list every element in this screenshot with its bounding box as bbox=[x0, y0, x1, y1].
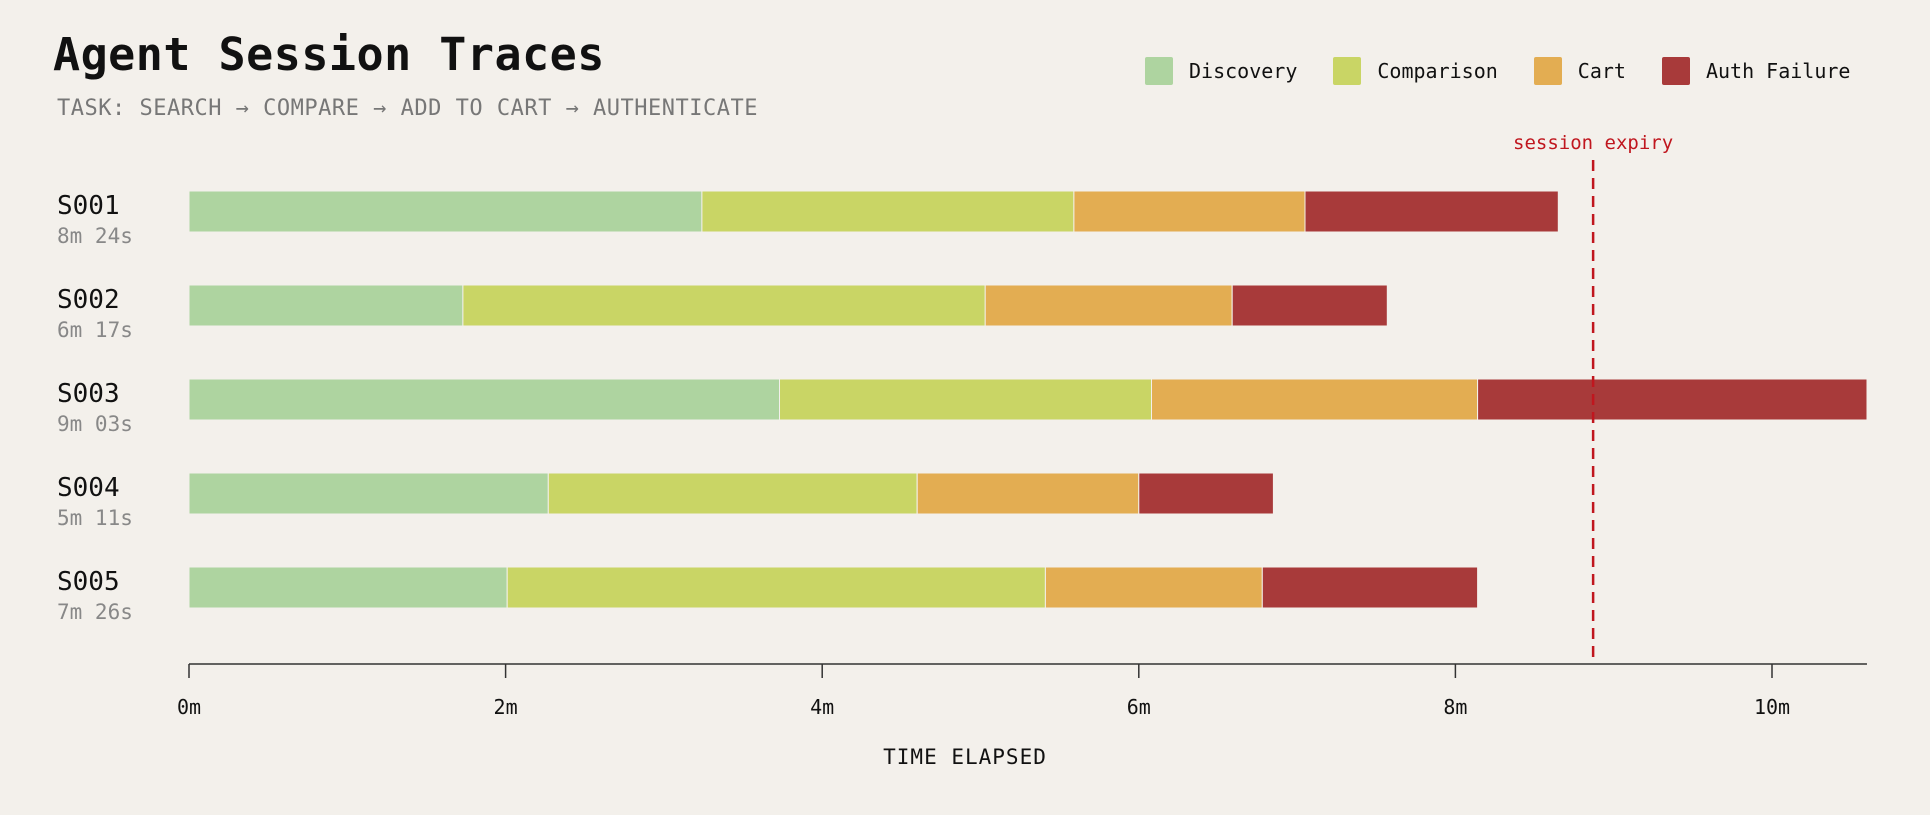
session-id-s001: S001 bbox=[57, 191, 120, 221]
bar-s005-cart bbox=[1044, 566, 1263, 609]
bar-s004-auth-failure bbox=[1138, 472, 1274, 515]
x-tick-label-10m: 10m bbox=[1754, 695, 1790, 719]
session-id-s003: S003 bbox=[57, 379, 120, 409]
legend-item-comparison: Comparison bbox=[1333, 57, 1498, 85]
bar-s001-discovery bbox=[188, 190, 703, 233]
x-tick-label-6m: 6m bbox=[1127, 695, 1151, 719]
bar-s002-comparison bbox=[462, 284, 986, 327]
session-duration-s003: 9m 03s bbox=[57, 412, 133, 436]
legend-item-cart: Cart bbox=[1533, 57, 1626, 85]
session-id-s005: S005 bbox=[57, 567, 120, 597]
bar-s003-discovery bbox=[188, 378, 780, 421]
session-id-s002: S002 bbox=[57, 285, 120, 315]
bar-s005-comparison bbox=[506, 566, 1046, 609]
bar-s001-cart bbox=[1073, 190, 1306, 233]
bar-s002-cart bbox=[984, 284, 1233, 327]
legend-label-cart: Cart bbox=[1577, 59, 1626, 83]
session-id-s004: S004 bbox=[57, 473, 120, 503]
bar-s004-discovery bbox=[188, 472, 549, 515]
bar-s004-comparison bbox=[547, 472, 918, 515]
x-tick-label-8m: 8m bbox=[1443, 695, 1467, 719]
bar-s004-cart bbox=[916, 472, 1140, 515]
legend-item-discovery: Discovery bbox=[1145, 57, 1297, 85]
session-expiry-label: session expiry bbox=[1513, 132, 1673, 154]
session-duration-s002: 6m 17s bbox=[57, 318, 133, 342]
bar-s002-auth-failure bbox=[1231, 284, 1388, 327]
legend-swatch-discovery bbox=[1145, 57, 1173, 85]
bar-s005-auth-failure bbox=[1261, 566, 1479, 609]
session-duration-s001: 8m 24s bbox=[57, 224, 133, 248]
bar-s001-auth-failure bbox=[1304, 190, 1559, 233]
x-axis-label: TIME ELAPSED bbox=[883, 745, 1047, 769]
bar-s001-comparison bbox=[701, 190, 1075, 233]
session-duration-s005: 7m 26s bbox=[57, 600, 133, 624]
bar-s003-auth-failure bbox=[1477, 378, 1868, 421]
x-tick-label-4m: 4m bbox=[810, 695, 834, 719]
bar-s003-cart bbox=[1151, 378, 1479, 421]
legend: Discovery Comparison Cart Auth Failure bbox=[1145, 57, 1850, 85]
legend-swatch-auth-failure bbox=[1661, 57, 1690, 85]
bar-s003-comparison bbox=[779, 378, 1152, 421]
session-duration-s004: 5m 11s bbox=[57, 506, 133, 530]
legend-label-discovery: Discovery bbox=[1189, 59, 1298, 83]
legend-label-auth-failure: Auth Failure bbox=[1705, 59, 1851, 83]
bar-s002-discovery bbox=[188, 284, 464, 327]
page-title: Agent Session Traces bbox=[53, 28, 605, 81]
legend-label-comparison: Comparison bbox=[1377, 59, 1498, 83]
x-tick-label-0m: 0m bbox=[177, 695, 201, 719]
legend-swatch-comparison bbox=[1333, 57, 1362, 85]
legend-item-auth-failure: Auth Failure bbox=[1661, 57, 1851, 85]
x-tick-label-2m: 2m bbox=[494, 695, 518, 719]
bar-s005-discovery bbox=[188, 566, 508, 609]
legend-swatch-cart bbox=[1533, 57, 1562, 85]
page-subtitle: TASK: SEARCH → COMPARE → ADD TO CART → A… bbox=[57, 96, 759, 121]
